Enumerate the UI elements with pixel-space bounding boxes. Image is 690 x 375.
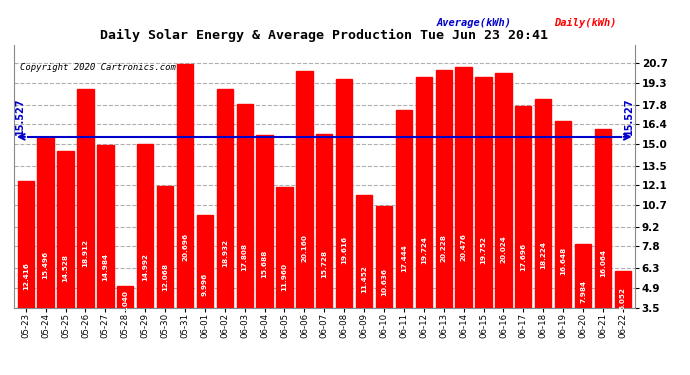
Text: 17.696: 17.696 [520, 243, 526, 271]
Text: 20.228: 20.228 [441, 234, 446, 262]
Bar [276, 188, 293, 308]
Text: 12.068: 12.068 [162, 263, 168, 291]
Bar [396, 110, 412, 308]
Text: 20.024: 20.024 [500, 235, 506, 263]
Text: 17.444: 17.444 [401, 244, 407, 272]
Bar [57, 151, 74, 308]
Text: 14.984: 14.984 [102, 253, 108, 281]
Bar [77, 89, 94, 308]
Bar [376, 206, 392, 308]
Text: 15.496: 15.496 [43, 251, 49, 279]
Bar [615, 271, 631, 308]
Bar [475, 77, 492, 308]
Bar [17, 181, 34, 308]
Text: 15.728: 15.728 [322, 250, 327, 278]
Text: 15.688: 15.688 [262, 250, 268, 278]
Text: 12.416: 12.416 [23, 262, 29, 290]
Text: 18.224: 18.224 [540, 242, 546, 269]
Text: 19.752: 19.752 [480, 236, 486, 264]
Title: Daily Solar Energy & Average Production Tue Jun 23 20:41: Daily Solar Energy & Average Production … [100, 29, 549, 42]
Text: 17.808: 17.808 [241, 243, 248, 271]
Text: 19.616: 19.616 [341, 236, 347, 264]
Text: 16.064: 16.064 [600, 249, 606, 277]
Bar [575, 244, 591, 308]
Text: 6.052: 6.052 [620, 287, 626, 310]
Bar [316, 134, 333, 308]
Text: Copyright 2020 Cartronics.com: Copyright 2020 Cartronics.com [20, 63, 176, 72]
Bar [296, 71, 313, 308]
Bar [455, 67, 472, 308]
Text: 7.984: 7.984 [580, 280, 586, 303]
Text: 14.528: 14.528 [63, 254, 68, 282]
Text: 9.996: 9.996 [202, 273, 208, 296]
Text: 16.648: 16.648 [560, 247, 566, 275]
Text: 10.636: 10.636 [381, 268, 387, 296]
Text: 18.912: 18.912 [82, 239, 88, 267]
Text: 20.160: 20.160 [302, 234, 308, 262]
Text: 11.452: 11.452 [361, 266, 367, 293]
Bar [117, 286, 133, 308]
Bar [336, 79, 353, 308]
Bar [197, 215, 213, 308]
Bar [137, 144, 153, 308]
Bar [97, 144, 114, 308]
Text: 15.527: 15.527 [624, 97, 634, 135]
Text: 14.992: 14.992 [142, 253, 148, 281]
Text: 19.724: 19.724 [421, 236, 427, 264]
Bar [217, 88, 233, 308]
Bar [37, 137, 54, 308]
Bar [237, 105, 253, 308]
Bar [495, 73, 511, 308]
Text: Daily(kWh): Daily(kWh) [554, 18, 617, 28]
Bar [356, 195, 373, 308]
Bar [177, 63, 193, 308]
Bar [415, 77, 432, 308]
Bar [555, 121, 571, 308]
Text: 18.932: 18.932 [221, 239, 228, 267]
Bar [435, 70, 452, 308]
Text: 5.040: 5.040 [122, 291, 128, 314]
Text: 20.476: 20.476 [461, 233, 466, 261]
Text: Average(kWh): Average(kWh) [436, 18, 511, 28]
Bar [595, 129, 611, 308]
Bar [157, 186, 173, 308]
Text: 20.696: 20.696 [182, 232, 188, 261]
Bar [535, 99, 551, 308]
Bar [257, 135, 273, 308]
Text: 15.527: 15.527 [14, 97, 25, 135]
Bar [515, 106, 531, 307]
Text: 11.960: 11.960 [282, 264, 288, 291]
